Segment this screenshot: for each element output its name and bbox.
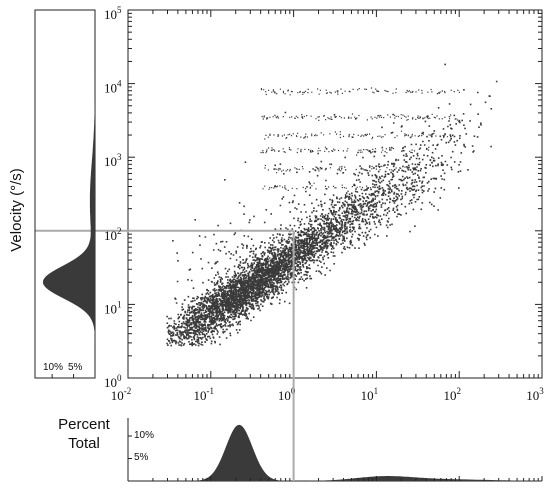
marginal-x-density <box>128 424 542 481</box>
marginal-y-tick-label-10: 10% <box>43 362 63 373</box>
x-tick-label: 10-1 <box>194 386 215 403</box>
marginal-y-frame <box>34 9 96 379</box>
scatter-points <box>166 63 498 347</box>
x-tick-labels: 10-210-1100101102103 <box>111 386 545 403</box>
marginal-y-histogram: 10% 5% <box>34 9 96 379</box>
scatter-point-cloud <box>166 63 498 347</box>
y-axis-title: Velocity (°/s) <box>8 168 25 252</box>
x-tick-label: 102 <box>443 386 461 403</box>
axis-ticks <box>127 9 543 379</box>
y-tick-label: 100 <box>104 373 122 390</box>
marginal-y-density <box>42 10 95 378</box>
x-tick-label: 10-2 <box>111 386 132 403</box>
reference-lines <box>35 229 295 378</box>
plot-frame <box>127 9 543 379</box>
marginal-y-tick-label-5: 5% <box>68 362 83 373</box>
x-tick-label: 103 <box>526 386 544 403</box>
marginal-x-histogram: 10% 5% Percent Total <box>58 378 543 482</box>
y-tick-labels: 100 101 102 103 104 105 <box>104 5 122 390</box>
marginal-x-baseline-ticks <box>127 435 543 481</box>
marginal-x-tick-label-10: 10% <box>134 430 154 441</box>
y-tick-label: 102 <box>104 226 122 243</box>
y-tick-label: 104 <box>104 79 122 96</box>
marginal-x-tick-label-5: 5% <box>134 452 149 463</box>
scatter-plot <box>35 9 543 379</box>
y-tick-label: 103 <box>104 152 122 169</box>
marginal-x-title-line1: Percent <box>58 416 111 433</box>
marginal-x-title-line2: Total <box>68 435 100 452</box>
y-tick-label: 105 <box>104 5 122 22</box>
y-tick-label: 101 <box>104 299 122 316</box>
x-tick-label: 101 <box>361 386 379 403</box>
